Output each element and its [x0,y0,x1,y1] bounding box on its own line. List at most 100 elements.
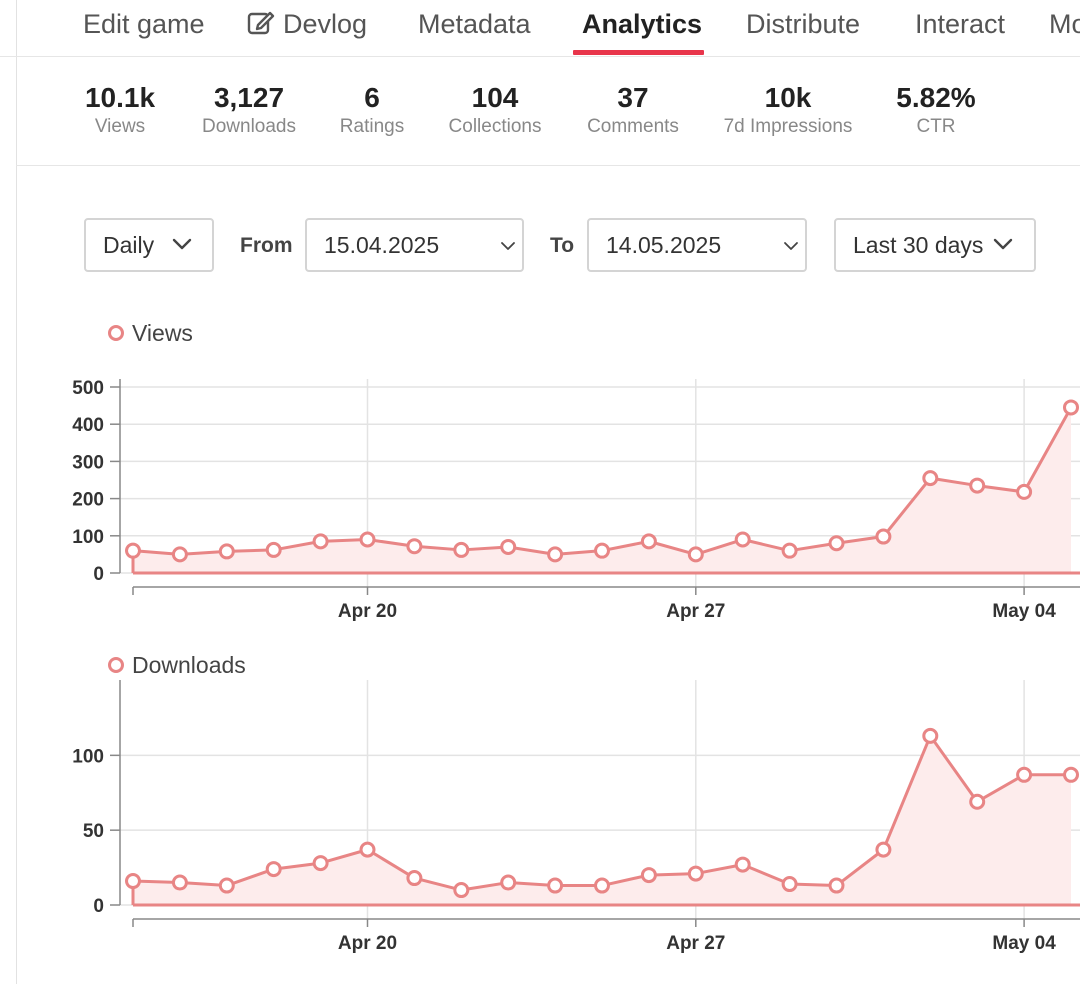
legend-downloads[interactable]: Downloads [108,652,246,679]
data-point [453,541,470,558]
data-point [734,531,751,548]
tab-bar: Edit game Devlog Metadata Analytics Dist… [0,0,1080,57]
data-point [406,538,423,555]
range-value: Last 30 days [853,232,984,258]
to-label: To [550,234,575,257]
tab-label: Mo [1049,9,1080,39]
active-tab-indicator [573,50,704,55]
data-point [594,877,610,894]
tab-analytics[interactable]: Analytics [582,6,702,42]
tab-label: Analytics [582,9,703,39]
data-point [547,546,564,563]
interval-value: Daily [103,232,155,258]
to-date-value: 14.05.2025 [606,232,722,258]
y-tick-label: 300 [72,452,104,473]
downloads-chart: 0 50 100 Apr 20 Apr 27 May 04 [72,680,1080,954]
from-label: From [240,234,293,257]
stat-value: 6 [364,82,380,113]
data-point [1016,766,1033,783]
data-point [781,876,798,893]
tab-edit-game[interactable]: Edit game [83,6,205,42]
stat-value: 3,127 [213,82,285,113]
data-point [969,477,986,494]
data-point [359,531,376,548]
to-date-select[interactable]: 14.05.2025 [587,218,807,272]
from-date-value: 15.04.2025 [324,232,440,258]
stat-value: 5.82% [896,82,976,113]
data-point [875,841,892,858]
stat-label: Comments [587,116,679,137]
data-point [875,528,892,545]
stat-downloads: 3,127 Downloads [194,81,304,139]
data-point [312,533,329,550]
data-point [922,727,939,744]
y-tick-label: 400 [72,415,104,436]
views-chart: 0 100 200 300 400 500 Apr 20 Apr 27 May 04 [72,378,1080,622]
stat-ctr: 5.82% CTR [886,81,986,139]
series-area [133,735,1071,905]
chevron-down-icon [993,237,1013,256]
y-tick-label: 200 [72,490,104,511]
stat-label: CTR [916,116,956,137]
stat-label: Views [94,116,146,137]
x-tick-label: Apr 20 [338,601,397,622]
y-tick-label: 0 [93,896,104,917]
x-tick-label: May 04 [992,933,1056,954]
content-left-border [16,0,17,984]
data-point [687,546,704,563]
tab-label: Devlog [283,9,368,39]
data-point [171,546,188,563]
data-point [218,543,235,560]
stat-label: Downloads [202,116,296,137]
legend-marker-icon [108,325,124,341]
legend-views[interactable]: Views [108,320,193,347]
range-select[interactable]: Last 30 days [834,218,1036,272]
data-point [265,541,282,558]
data-point [640,533,657,550]
x-tick-label: Apr 27 [666,601,725,622]
tab-distribute[interactable]: Distribute [746,6,860,42]
x-tick-label: Apr 27 [666,933,725,954]
stat-comments: 37 Comments [576,81,690,139]
stat-value: 104 [471,82,519,113]
data-point [265,861,282,878]
edit-icon [247,9,275,45]
data-point [125,873,141,890]
data-point [734,856,751,873]
y-tick-label: 0 [93,564,104,585]
data-point [453,882,470,899]
from-date-select[interactable]: 15.04.2025 [305,218,524,272]
data-point [500,538,517,555]
data-point [1016,483,1033,500]
tab-interact[interactable]: Interact [915,6,1005,42]
tab-metadata[interactable]: Metadata [418,6,531,42]
data-point [1063,766,1079,783]
data-point [359,841,376,858]
legend-label: Downloads [132,652,246,678]
data-point [500,874,517,891]
stat-label: Ratings [339,116,405,137]
interval-select[interactable]: Daily [84,218,214,272]
y-tick-label: 100 [72,746,104,767]
tab-devlog[interactable]: Devlog [247,6,367,42]
data-point [312,855,329,872]
data-point [1063,399,1079,416]
tab-label: Distribute [746,9,861,39]
data-point [125,542,141,559]
stat-ratings: 6 Ratings [332,81,412,139]
legend-label: Views [132,320,193,346]
chevron-down-icon [500,239,516,257]
stat-label: 7d Impressions [723,116,853,137]
legend-marker-icon [108,657,124,673]
tab-more[interactable]: Mo [1049,6,1080,42]
data-point [687,865,704,882]
data-point [828,535,845,552]
data-point [547,877,564,894]
chevron-down-icon [783,239,799,257]
x-tick-label: Apr 20 [338,933,397,954]
y-tick-label: 500 [72,378,104,399]
tab-label: Metadata [418,9,531,39]
y-tick-label: 100 [72,527,104,548]
data-point [922,470,939,487]
data-point [781,542,798,559]
